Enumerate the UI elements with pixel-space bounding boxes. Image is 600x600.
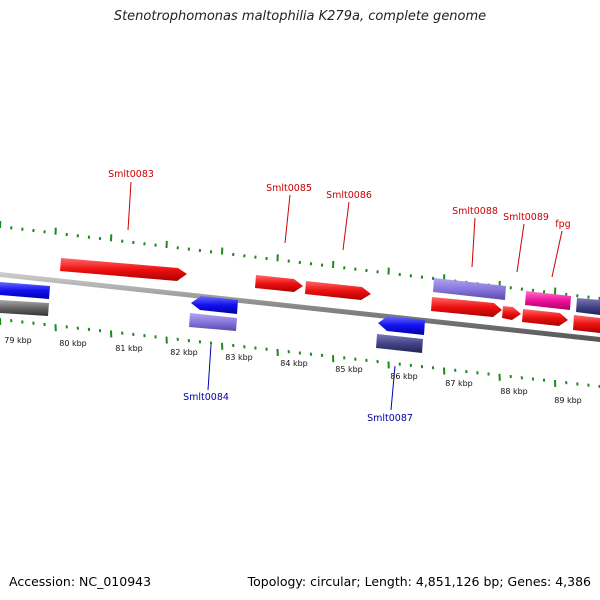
leader-smlt0086: [342, 201, 350, 251]
gene-label-fpg[interactable]: fpg: [555, 219, 570, 230]
gene-smlt0089-arrow[interactable]: [525, 291, 571, 310]
leader-smlt0084: [207, 344, 212, 391]
accession-text: Accession: NC_010943: [9, 574, 152, 589]
reverse-strand-genes: [0, 282, 425, 353]
gene-smlt0084-arrow[interactable]: [191, 296, 238, 314]
scale-label: 86 kbp: [390, 372, 418, 381]
inner-tick-ring: [0, 317, 600, 388]
leader-smlt0088: [471, 217, 476, 268]
gene-navy-arrow[interactable]: [376, 334, 423, 353]
scale-label: 82 kbp: [170, 348, 198, 357]
gene-label-smlt0088[interactable]: Smlt0088: [452, 206, 498, 217]
gene-gray-arrow[interactable]: [0, 300, 49, 316]
gene-smlt0083-arrow[interactable]: [60, 258, 187, 281]
scale-label: 85 kbp: [335, 365, 363, 374]
scale-label: 83 kbp: [225, 353, 253, 362]
gene-label-smlt0084[interactable]: Smlt0084: [183, 392, 229, 403]
scale-label: 80 kbp: [59, 339, 87, 348]
gene-smlt0086-arrow[interactable]: [305, 281, 371, 300]
gene-red-arrow[interactable]: [502, 306, 521, 320]
gene-blue-arrow[interactable]: [0, 282, 50, 299]
gene-red-arrow[interactable]: [522, 309, 568, 326]
scale-label: 81 kbp: [115, 344, 143, 353]
scale-label: 89 kbp: [554, 396, 582, 405]
map-title: Stenotrophomonas maltophilia K279a, comp…: [113, 9, 487, 24]
gene-red-arrow[interactable]: [573, 315, 600, 333]
leader-fpg: [551, 230, 563, 278]
gene-labels: Smlt0083 Smlt0085 Smlt0086 Smlt0088 Smlt…: [108, 169, 571, 424]
scale-label: 87 kbp: [445, 379, 473, 388]
gene-leader-lines: [127, 181, 563, 411]
genome-backbone: [0, 272, 600, 342]
gene-label-smlt0083[interactable]: Smlt0083: [108, 169, 154, 180]
scale-labels: 79 kbp 80 kbp 81 kbp 82 kbp 83 kbp 84 kb…: [4, 336, 582, 405]
gene-smlt0087-arrow[interactable]: [378, 316, 425, 335]
forward-strand-genes: [60, 258, 600, 333]
leader-smlt0085: [284, 194, 291, 244]
scale-label: 84 kbp: [280, 359, 308, 368]
gene-fpg-arrow[interactable]: [576, 298, 600, 315]
leader-smlt0083: [127, 181, 132, 231]
gene-smlt0088-arrow[interactable]: [433, 278, 506, 300]
gene-lav-arrow[interactable]: [189, 313, 237, 331]
gene-smlt0085-arrow[interactable]: [255, 275, 303, 292]
gene-label-smlt0086[interactable]: Smlt0086: [326, 190, 372, 201]
topology-summary: Topology: circular; Length: 4,851,126 bp…: [247, 574, 591, 589]
gene-red-arrow[interactable]: [431, 297, 502, 317]
gene-label-smlt0087[interactable]: Smlt0087: [367, 413, 413, 424]
leader-smlt0087: [390, 365, 396, 411]
leader-smlt0089: [516, 223, 525, 273]
scale-label: 88 kbp: [500, 387, 528, 396]
scale-label: 79 kbp: [4, 336, 32, 345]
gene-label-smlt0089[interactable]: Smlt0089: [503, 212, 549, 223]
gene-label-smlt0085[interactable]: Smlt0085: [266, 183, 312, 194]
